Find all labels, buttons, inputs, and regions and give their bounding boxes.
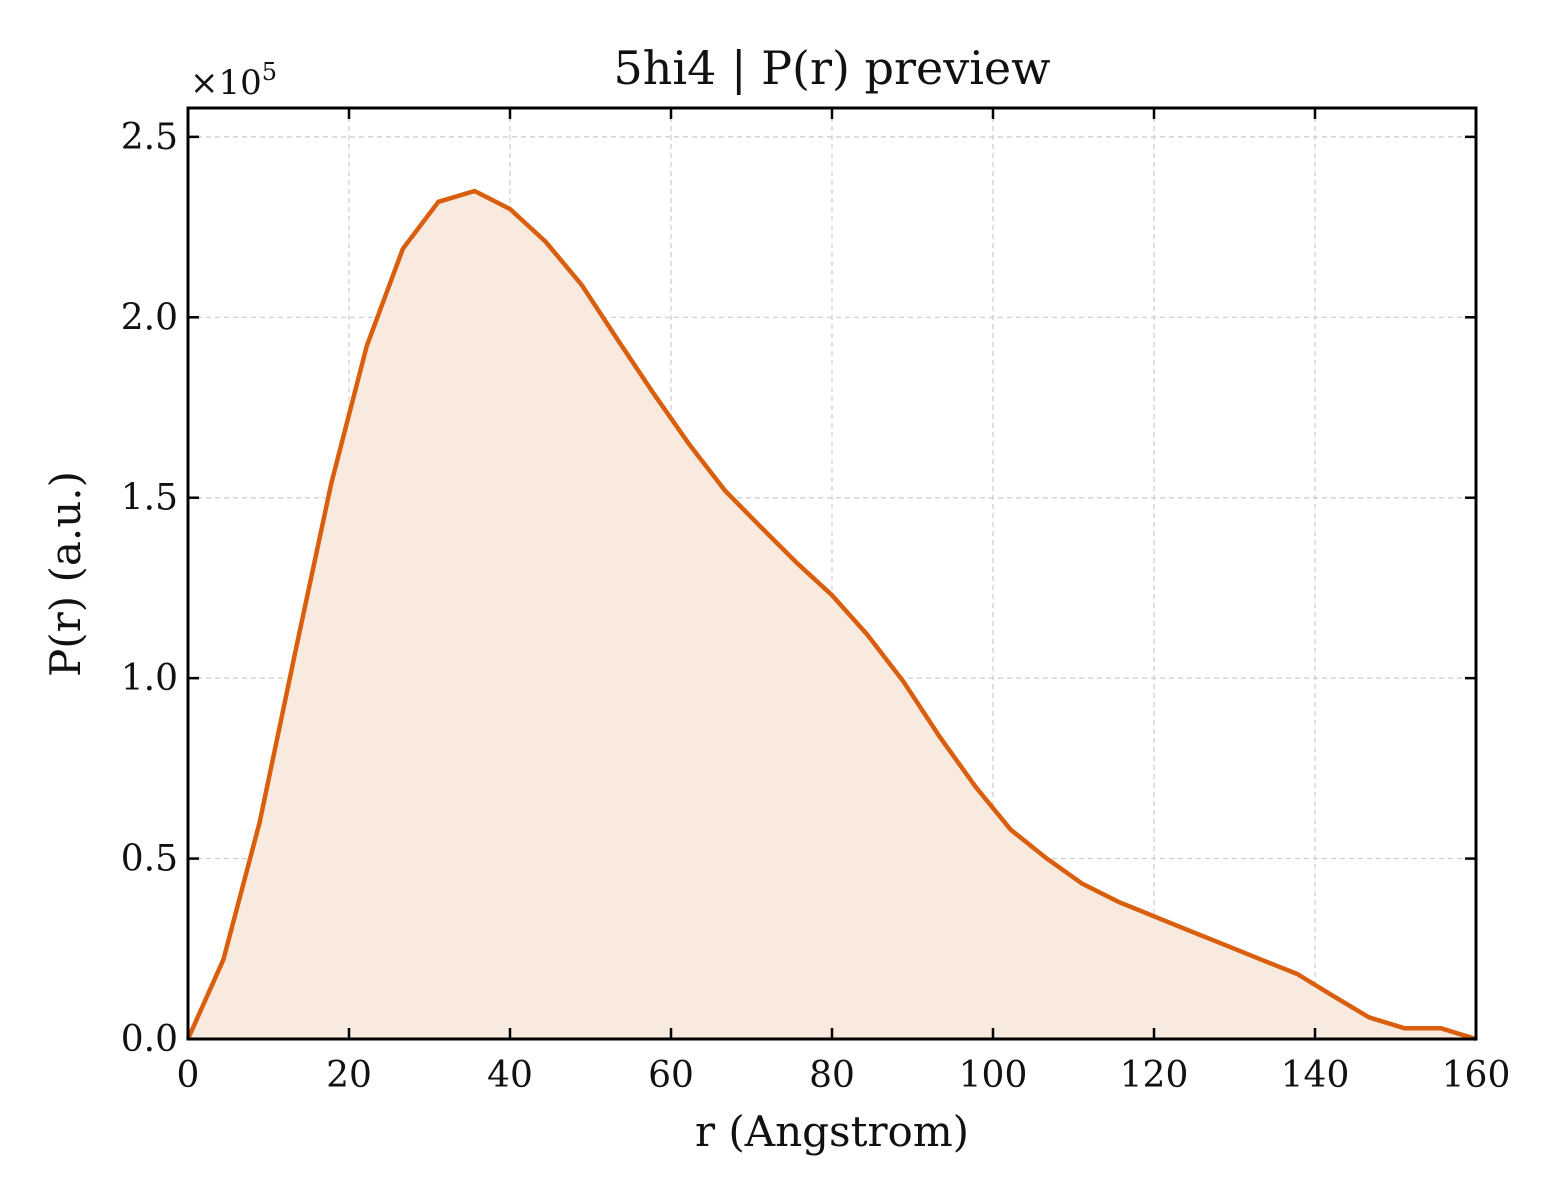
- x-tick-label: 60: [648, 1055, 694, 1096]
- y-axis-label: P(r) (a.u.): [41, 471, 90, 677]
- y-tick-label: 0.5: [121, 839, 178, 880]
- y-tick-label: 2.5: [121, 117, 178, 158]
- y-tick-label: 1.0: [121, 658, 178, 699]
- pr-area-fill: [188, 191, 1476, 1039]
- x-tick-label: 120: [1120, 1055, 1189, 1096]
- x-tick-label: 20: [326, 1055, 372, 1096]
- pr-series-line: [185, 188, 1477, 1042]
- y-offset-text: ×105: [190, 58, 277, 103]
- x-tick-label: 80: [809, 1055, 855, 1096]
- x-tick-label: 0: [177, 1055, 200, 1096]
- chart-title: 5hi4 | P(r) preview: [613, 41, 1050, 95]
- x-tick-label: 40: [487, 1055, 533, 1096]
- x-tick-label: 160: [1442, 1055, 1511, 1096]
- x-axis-label: r (Angstrom): [695, 1107, 969, 1156]
- x-tick-label: 140: [1281, 1055, 1350, 1096]
- y-tick-label: 1.5: [121, 478, 178, 519]
- plot-frame: [186, 106, 1478, 1041]
- y-tick-label: 0.0: [121, 1019, 178, 1060]
- y-tick-label: 2.0: [121, 297, 178, 338]
- x-tick-label: 100: [959, 1055, 1028, 1096]
- tick-labels: 0 20 40 60 80 100 120 140 160 0.0 0.5 1.0 1.5 2.0 2.5: [121, 117, 1511, 1096]
